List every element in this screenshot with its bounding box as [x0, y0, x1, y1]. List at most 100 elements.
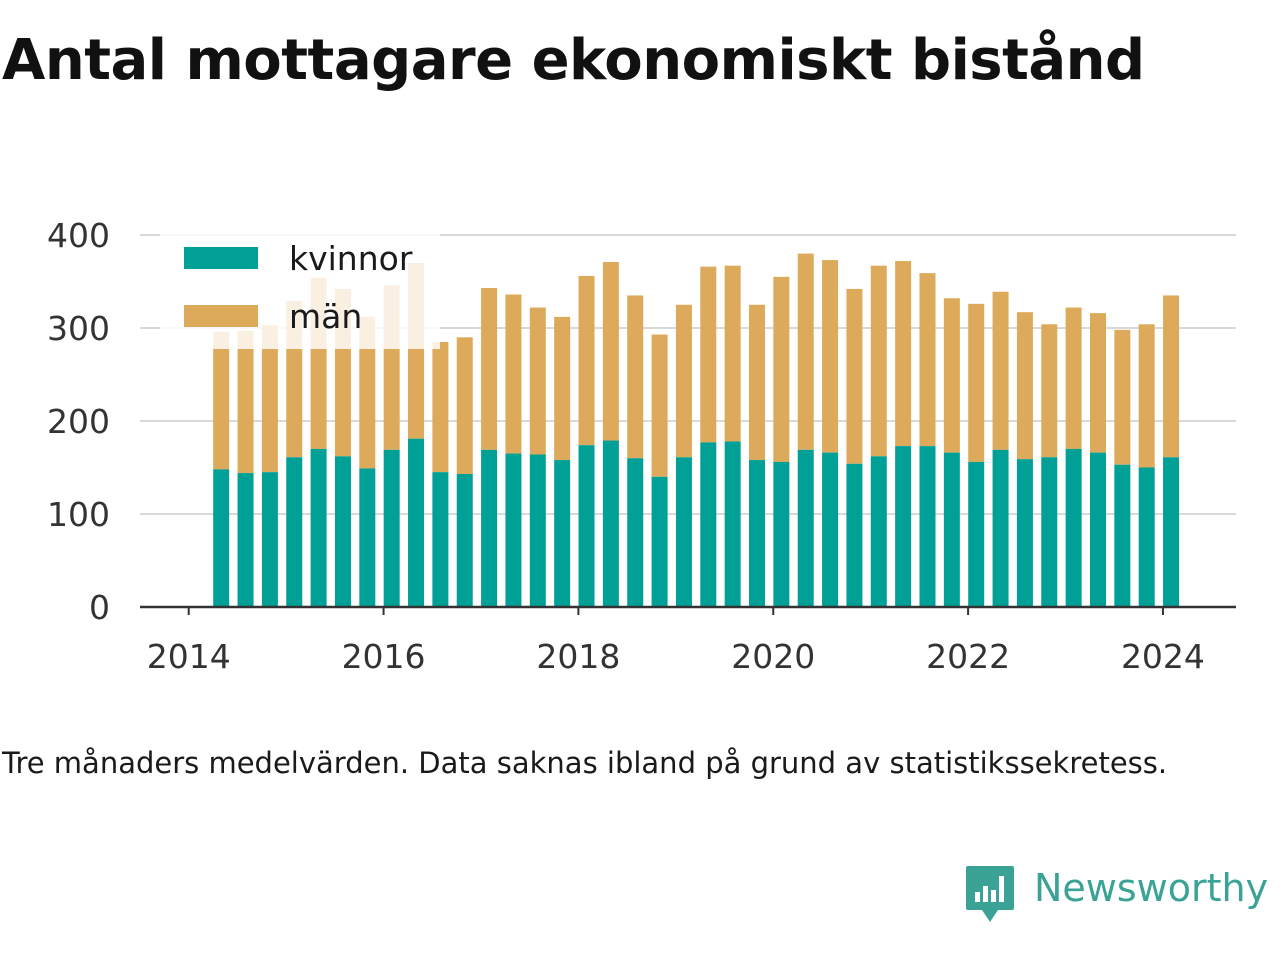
legend-swatch — [184, 305, 258, 327]
y-tick-label: 200 — [47, 402, 110, 441]
bar-man — [213, 331, 230, 470]
bar-kvinnor — [334, 456, 351, 607]
bar-kvinnor — [968, 461, 985, 607]
bar-kvinnor — [919, 446, 936, 607]
bar-man — [749, 304, 766, 461]
bar-kvinnor — [602, 440, 619, 607]
bar-kvinnor — [578, 445, 595, 607]
legend-label: kvinnor — [289, 239, 413, 278]
bar-kvinnor — [651, 476, 668, 607]
bar-man — [1041, 324, 1058, 458]
bar-kvinnor — [383, 449, 400, 607]
brand-name: Newsworthy — [1034, 866, 1269, 910]
bar-kvinnor — [749, 460, 766, 607]
bar-man — [359, 316, 376, 469]
bar-kvinnor — [846, 463, 863, 607]
x-tick-label: 2024 — [1121, 637, 1205, 676]
bar-kvinnor — [724, 441, 741, 607]
bar-man — [1065, 307, 1082, 449]
bar-man — [700, 266, 717, 443]
stacked-bar-chart: 0 100 200 300 400 2014 2016 2018 2020 2022 2024 k… — [47, 216, 1236, 676]
bar-man — [675, 304, 692, 458]
bar-man — [554, 316, 571, 461]
bar-man — [481, 288, 498, 450]
bar-man — [846, 288, 863, 464]
bar-man — [895, 261, 912, 447]
y-axis-ticks: 0 100 200 300 400 — [47, 216, 110, 627]
bar-kvinnor — [773, 461, 790, 607]
bar-man — [1016, 312, 1033, 460]
bar-man — [578, 275, 595, 446]
bar-kvinnor — [1163, 457, 1180, 607]
bar-kvinnor — [456, 474, 473, 607]
bar-kvinnor — [675, 457, 692, 607]
bar-man — [870, 265, 887, 457]
bar-kvinnor — [822, 452, 839, 607]
x-tick-label: 2016 — [342, 637, 426, 676]
bar-man — [724, 265, 741, 442]
bar-man — [1089, 313, 1106, 453]
bar-man — [822, 260, 839, 453]
x-tick-label: 2020 — [731, 637, 815, 676]
x-axis-ticks: 2014 2016 2018 2020 2022 2024 — [147, 607, 1205, 676]
bar-man — [237, 330, 254, 474]
bar-kvinnor — [237, 473, 254, 607]
bar-kvinnor — [1065, 448, 1082, 607]
bar-kvinnor — [1138, 467, 1155, 607]
bar-kvinnor — [1016, 459, 1033, 607]
bar-kvinnor — [286, 457, 303, 607]
bar-kvinnor — [505, 453, 522, 607]
bar-man — [529, 307, 546, 455]
bar-man — [968, 303, 985, 462]
bar-man — [651, 334, 668, 477]
y-tick-label: 400 — [47, 216, 110, 255]
chart-footnote: Tre månaders medelvärden. Data saknas ib… — [2, 746, 1168, 780]
bar-kvinnor — [408, 438, 425, 607]
legend: kvinnor män — [160, 233, 440, 349]
bar-kvinnor — [432, 472, 449, 607]
bar-kvinnor — [529, 454, 546, 607]
bar-man — [773, 276, 790, 462]
bar-kvinnor — [895, 446, 912, 607]
bar-kvinnor — [870, 456, 887, 607]
bar-man — [943, 298, 960, 453]
bar-man — [261, 325, 278, 473]
bar-man — [432, 341, 449, 473]
bars — [213, 253, 1180, 607]
bar-man — [627, 295, 644, 459]
bar-kvinnor — [310, 448, 327, 607]
chart-title: Antal mottagare ekonomiskt bistånd — [2, 28, 1145, 93]
bar-man — [1138, 324, 1155, 468]
bar-kvinnor — [1089, 452, 1106, 607]
bar-man — [505, 294, 522, 454]
bar-kvinnor — [943, 452, 960, 607]
x-tick-label: 2014 — [147, 637, 231, 676]
legend-swatch — [184, 247, 258, 269]
bar-man — [919, 273, 936, 447]
y-tick-label: 100 — [47, 495, 110, 534]
bar-kvinnor — [481, 449, 498, 607]
bar-kvinnor — [359, 468, 376, 607]
legend-label: män — [289, 297, 362, 336]
bar-man — [1114, 329, 1131, 465]
x-tick-label: 2022 — [926, 637, 1010, 676]
bar-kvinnor — [797, 449, 814, 607]
bar-kvinnor — [261, 472, 278, 607]
y-tick-label: 300 — [47, 309, 110, 348]
bar-kvinnor — [627, 458, 644, 607]
brand-logo: Newsworthy — [964, 864, 1268, 924]
bar-kvinnor — [1114, 464, 1131, 607]
bar-kvinnor — [213, 469, 230, 607]
newsworthy-logo-icon — [966, 866, 1014, 922]
bar-kvinnor — [554, 460, 571, 607]
bar-man — [456, 337, 473, 475]
bar-kvinnor — [992, 449, 1009, 607]
bar-man — [797, 253, 814, 450]
bar-kvinnor — [1041, 457, 1058, 607]
bar-man — [1163, 295, 1180, 458]
bar-man — [992, 291, 1009, 450]
bar-kvinnor — [700, 442, 717, 607]
x-tick-label: 2018 — [536, 637, 620, 676]
bar-man — [602, 261, 619, 441]
y-tick-label: 0 — [89, 588, 110, 627]
